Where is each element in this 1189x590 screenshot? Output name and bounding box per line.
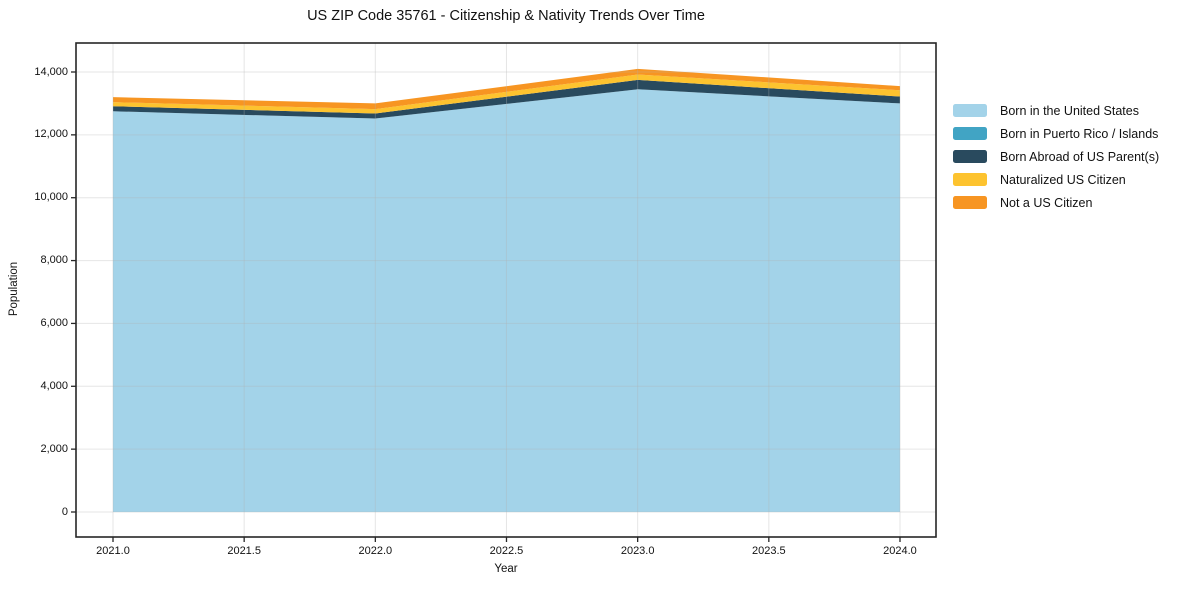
- x-tick-label: 2021.5: [227, 545, 261, 557]
- area-series-3: [113, 74, 900, 114]
- y-tick-label: 8,000: [40, 254, 68, 267]
- y-tick-label: 4,000: [40, 379, 68, 392]
- legend-swatch-born-in-us: [953, 104, 987, 117]
- y-tick-label: 6,000: [40, 316, 68, 329]
- legend-swatch-born-puerto-rico: [953, 127, 987, 140]
- legend-swatch-naturalized: [953, 173, 987, 186]
- y-tick-label: 2,000: [40, 442, 68, 455]
- legend-item: Born in Puerto Rico / Islands: [953, 126, 1159, 141]
- legend-label: Naturalized US Citizen: [1000, 172, 1126, 187]
- legend-label: Born Abroad of US Parent(s): [1000, 149, 1160, 164]
- x-tick-label: 2024.0: [883, 545, 917, 557]
- y-tick-label: 12,000: [34, 128, 68, 141]
- legend-label: Born in Puerto Rico / Islands: [1000, 126, 1159, 141]
- legend: Born in the United States Born in Puerto…: [953, 103, 1159, 210]
- legend-item: Naturalized US Citizen: [953, 172, 1159, 187]
- y-tick-label: 0: [61, 505, 68, 518]
- legend-swatch-not-citizen: [953, 196, 987, 209]
- legend-swatch-born-abroad: [953, 150, 987, 163]
- x-tick-label: 2022.5: [489, 545, 524, 557]
- x-axis-title: Year: [494, 563, 518, 575]
- area-series-0: [113, 89, 900, 513]
- x-tick-label: 2021.0: [96, 545, 130, 557]
- legend-label: Born in the United States: [1000, 103, 1139, 118]
- x-tick-label: 2022.0: [358, 545, 393, 557]
- x-tick-label: 2023.5: [751, 545, 786, 557]
- legend-item: Born Abroad of US Parent(s): [953, 149, 1159, 164]
- chart-title: US ZIP Code 35761 - Citizenship & Nativi…: [307, 8, 705, 24]
- legend-item: Not a US Citizen: [953, 195, 1159, 210]
- area-series-2: [113, 79, 900, 119]
- area-series-4: [113, 68, 900, 110]
- legend-item: Born in the United States: [953, 103, 1159, 118]
- legend-label: Not a US Citizen: [1000, 195, 1093, 210]
- y-tick-label: 10,000: [34, 191, 68, 204]
- y-tick-label: 14,000: [34, 65, 68, 78]
- x-tick-label: 2023.0: [620, 545, 655, 557]
